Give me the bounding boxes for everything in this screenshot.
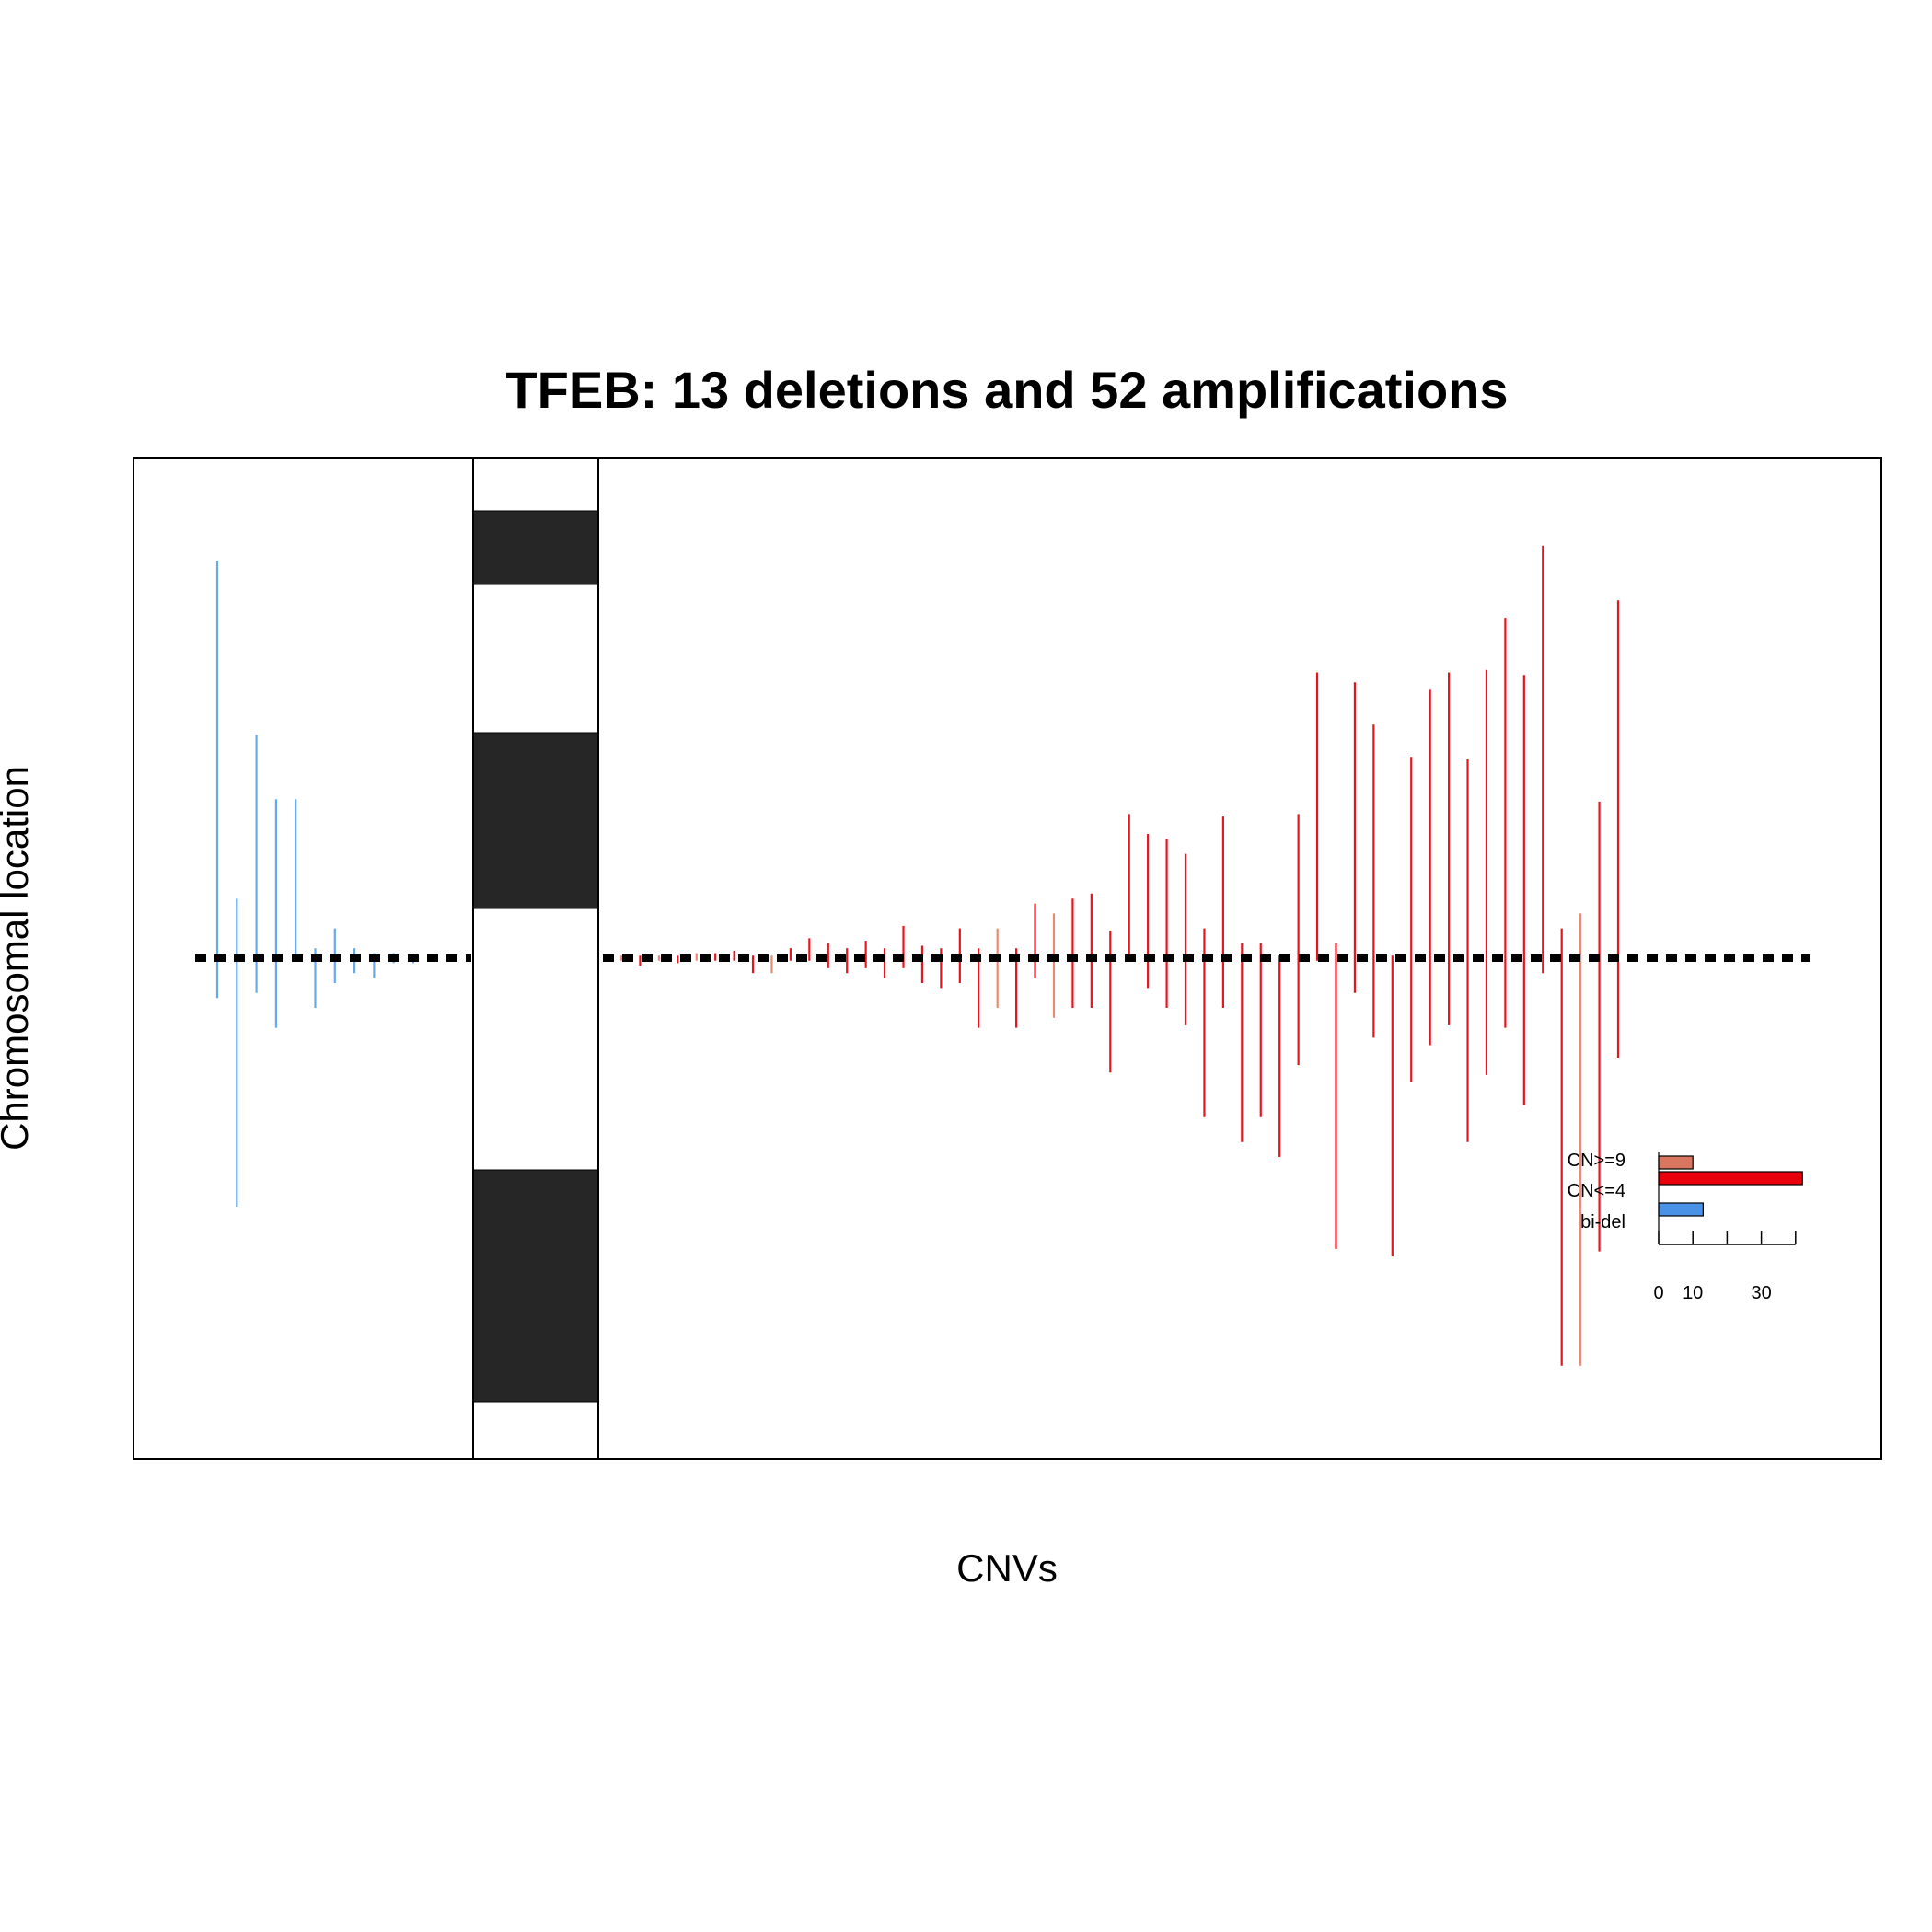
- deletion-segments: [215, 561, 454, 1207]
- inset-category-label: CN>=9: [1568, 1151, 1625, 1171]
- chromosome-ideogram: [472, 457, 599, 1460]
- inset-tick-label: 0: [1653, 1283, 1663, 1303]
- cytoband-dark: [472, 1169, 599, 1403]
- cytoband-light: [472, 457, 599, 512]
- chart-title: TFEB: 13 deletions and 52 amplifications: [505, 361, 1508, 419]
- inset-barplot: CN>=9 CN<=4 bi-del 0 10 30: [1568, 1151, 1803, 1303]
- inset-bar: [1658, 1155, 1694, 1170]
- inset-bar: [1658, 1202, 1704, 1217]
- x-axis-title: CNVs: [956, 1546, 1058, 1590]
- cytoband-light: [472, 584, 599, 734]
- inset-tick-label: 10: [1683, 1283, 1703, 1303]
- y-axis-title: Chromosomal location: [0, 766, 36, 1151]
- inset-bar: [1658, 1171, 1803, 1186]
- plot-frame: [133, 457, 1882, 1460]
- inset-category-label: CN<=4: [1568, 1181, 1625, 1201]
- cytoband-light: [472, 1401, 599, 1460]
- cytoband-dark: [472, 510, 599, 585]
- amplification-segments: [619, 545, 1620, 1366]
- inset-category-label: bi-del: [1580, 1212, 1625, 1232]
- cytoband-dark: [472, 732, 599, 909]
- cytoband-light: [472, 908, 599, 1171]
- inset-tick-label: 30: [1751, 1283, 1771, 1303]
